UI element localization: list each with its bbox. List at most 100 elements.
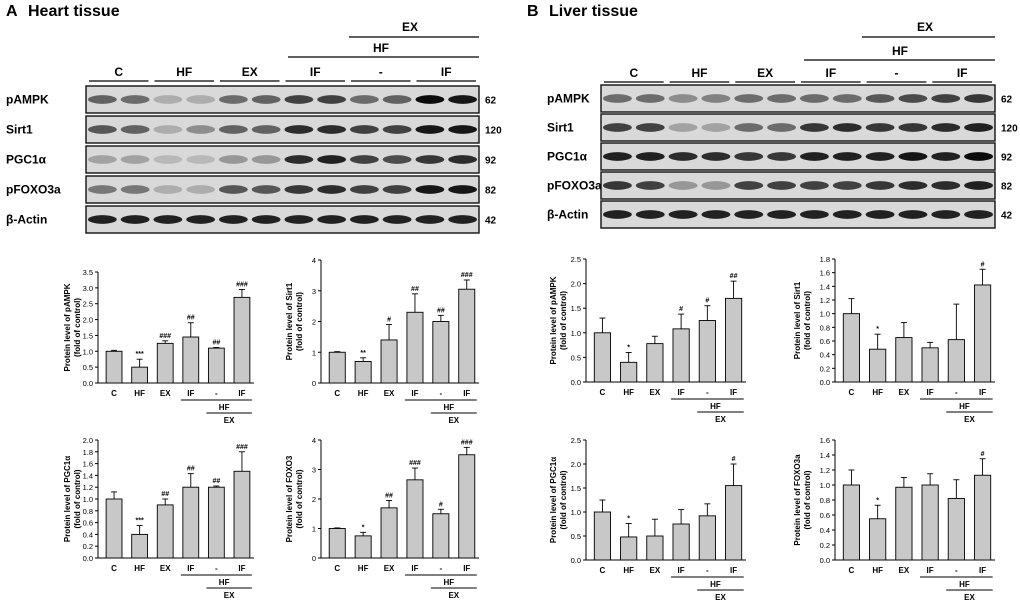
liver-band [602,123,632,132]
x-tick-label: - [215,389,218,398]
liver-band [832,152,862,161]
heart-band [284,185,314,194]
bar [973,474,992,561]
liver-band [635,152,665,161]
significance-mark: * [362,524,365,531]
liver-band [635,210,665,219]
ex-group-label: EX [448,416,459,425]
significance-mark: ## [730,273,738,280]
y-tick-label: 1.5 [83,331,93,340]
x-tick-label: IF [463,564,470,573]
x-tick-label: IF [927,566,934,575]
heart-band [317,95,347,104]
heart-band [317,215,347,224]
y-tick-label: 4 [312,436,316,445]
hf-group-label: HF [443,578,454,587]
heart-band [284,155,314,164]
y-tick-label: 1.0 [820,310,830,319]
significance-mark: *** [136,351,144,358]
liver-group-label: - [895,66,899,80]
x-tick-label: - [440,564,443,573]
heart-band [349,215,379,224]
x-tick-label: HF [134,389,145,398]
y-axis-label: Protein level of PGC1α [63,456,72,542]
bar [328,528,346,559]
significance-mark: # [981,451,985,458]
liver-band [635,123,665,132]
liver-band [668,181,698,190]
x-tick-label: - [955,388,958,397]
significance-mark: ### [409,460,421,467]
ex-group-label: EX [964,593,975,602]
x-tick-label: IF [927,388,934,397]
heart-group-label: - [379,65,383,79]
bar [354,361,372,384]
liver-band [898,123,928,132]
heart-band [218,155,248,164]
hf-group-label: HF [219,578,230,587]
y-tick-label: 3 [312,287,316,296]
liver-band [734,210,764,219]
y-tick-label: 0.5 [83,363,93,372]
liver-band [832,181,862,190]
heart-band [415,215,445,224]
y-axis-label-units: (fold of control) [559,470,568,529]
hf-group-label: HF [959,580,970,589]
heart-foxo3-chart: 0 1 2 3 4 Protein level of FOXO3 (fold of cont… [285,436,479,600]
heart-band [317,155,347,164]
liver-band [602,94,632,103]
significance-mark: # [705,298,709,305]
heart-blot-strip [85,205,480,234]
bar [620,536,638,561]
x-tick-label: C [334,389,340,398]
y-tick-label: 2.5 [571,436,581,445]
panel-a-letter: A [6,3,18,20]
heart-band [186,185,216,194]
liver-band [602,181,632,190]
y-tick-label: 1.4 [820,451,830,460]
y-tick-label: 4 [312,256,316,265]
x-tick-label: - [706,388,709,397]
y-tick-label: 1.4 [83,471,93,480]
heart-band [153,125,183,134]
heart-band [87,185,117,194]
y-tick-label: 1.5 [571,484,581,493]
heart-hf-mid-label: HF [373,41,389,55]
heart-western-blot: EX HF C HF EX IF - IF pAMPK 62 Sirt1 120 PGC1α 92 pFOX… [6,20,502,234]
heart-kda-label: 92 [485,156,497,167]
heart-band [448,185,478,194]
bar [646,343,664,383]
y-tick-label: 1.2 [820,296,830,305]
x-tick-label: IF [678,566,685,575]
y-axis-label: Protein level of PGC1α [549,457,558,543]
heart-blot-strip [85,115,480,144]
bar [432,513,450,559]
liver-band [701,152,731,161]
heart-band [382,95,412,104]
significance-mark: # [387,317,391,324]
y-tick-label: 2.0 [571,460,581,469]
heart-band [382,155,412,164]
liver-band [799,181,829,190]
bar [947,339,965,383]
liver-band [734,181,764,190]
x-tick-label: C [111,389,117,398]
significance-mark: *** [136,518,144,525]
y-axis-label: Protein level of pAMPK [549,276,558,364]
y-tick-label: 0.6 [820,337,830,346]
heart-protein-label: pAMPK [6,93,49,107]
heart-kda-label: 62 [485,96,497,107]
liver-band [931,181,961,190]
x-tick-label: IF [730,566,737,575]
x-tick-label: IF [411,389,418,398]
heart-band [120,125,150,134]
y-tick-label: 1.5 [571,304,581,313]
heart-sirt1-chart: 0 1 2 3 4 Protein level of Sirt1 (fold of cont… [285,256,479,425]
x-tick-label: IF [238,389,245,398]
heart-band [284,95,314,104]
y-tick-label: 2.5 [571,255,581,264]
bar [233,470,251,559]
significance-mark: ## [187,466,195,473]
liver-band [964,123,994,132]
